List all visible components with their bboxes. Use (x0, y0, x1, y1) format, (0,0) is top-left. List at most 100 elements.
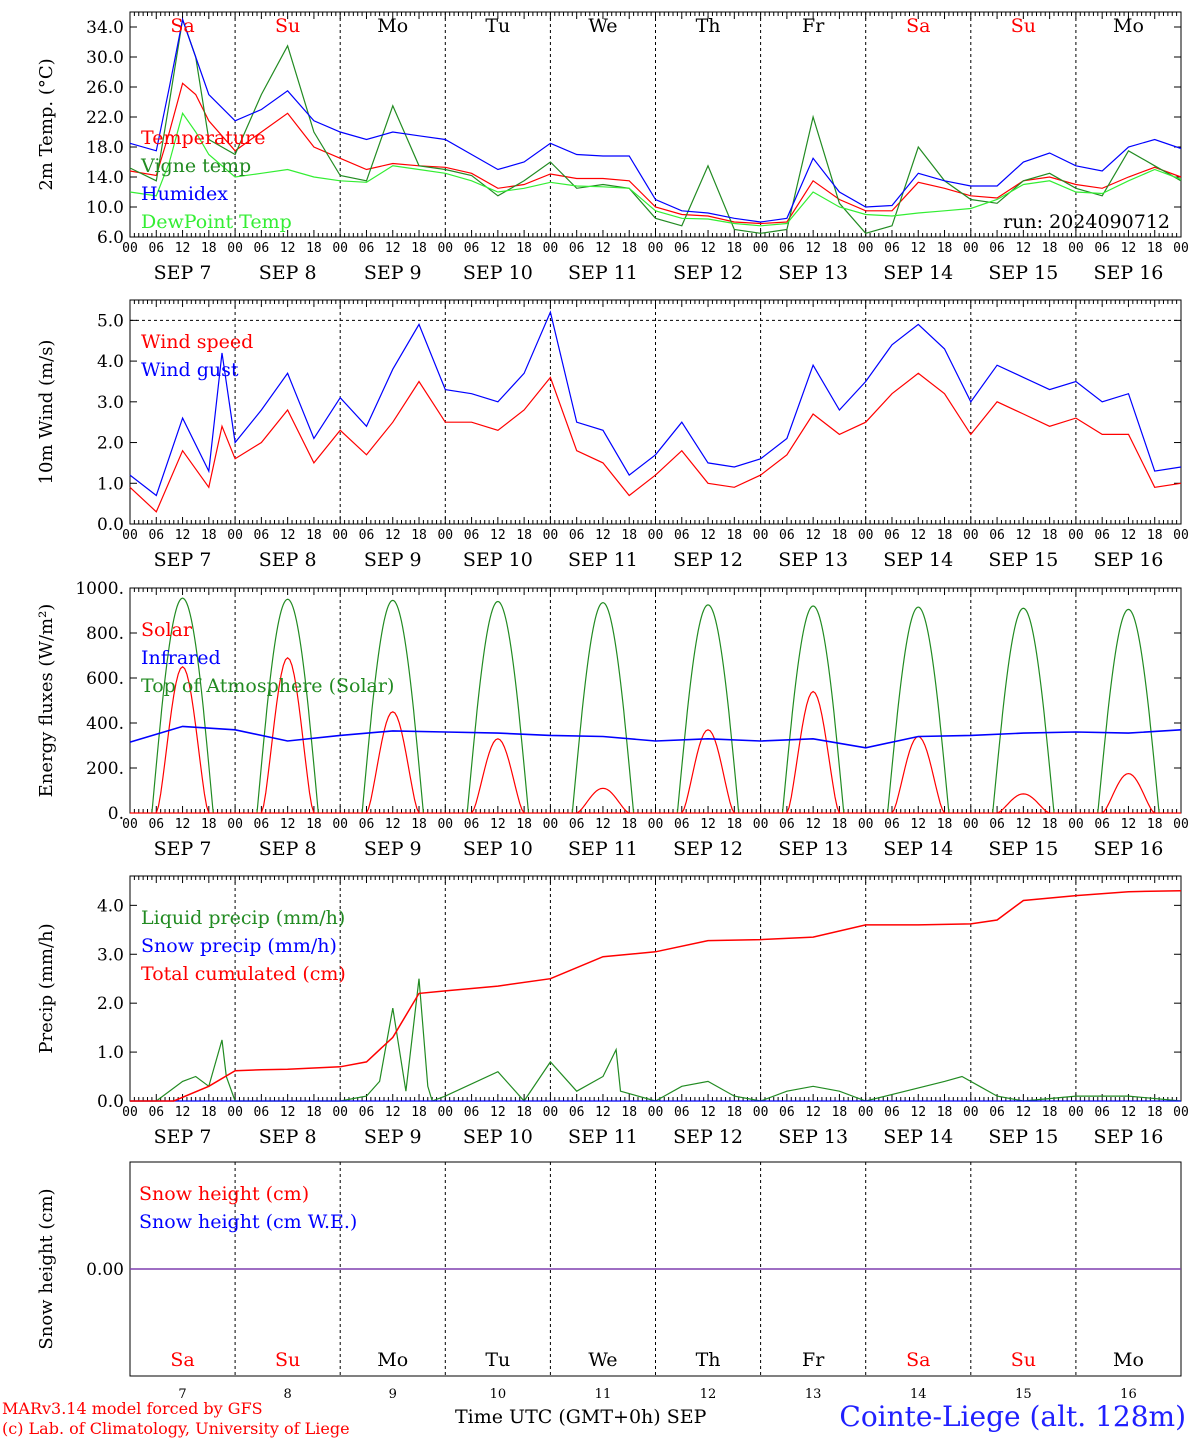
hour-tick-label: 12 (490, 528, 506, 543)
hour-tick-label: 06 (148, 1105, 164, 1120)
hour-tick-label: 12 (595, 1105, 611, 1120)
hour-tick-label: 12 (910, 528, 926, 543)
hour-tick-label: 18 (621, 1105, 637, 1120)
series-line (129, 82, 1182, 225)
y-tick-label: 14.0 (86, 168, 124, 188)
date-label: SEP 16 (1094, 262, 1164, 284)
day-number-label: 11 (595, 1387, 612, 1402)
hour-tick-label: 18 (201, 817, 217, 832)
hour-tick-label: 18 (937, 1105, 953, 1120)
hour-tick-label: 00 (858, 241, 874, 256)
legend-entry: Wind gust (141, 359, 239, 381)
hour-tick-label: 06 (569, 1105, 585, 1120)
hour-tick-label: 12 (385, 817, 401, 832)
hour-tick-label: 00 (963, 1105, 979, 1120)
y-tick-label: 5.0 (97, 311, 124, 331)
hour-tick-label: 06 (254, 817, 270, 832)
liquid-precip-line (130, 978, 1182, 1102)
hour-tick-label: 00 (858, 1105, 874, 1120)
date-label: SEP 13 (778, 1126, 848, 1148)
hour-tick-label: 18 (832, 528, 848, 543)
date-label: SEP 15 (988, 262, 1058, 284)
hour-tick-label: 12 (280, 817, 296, 832)
legend-entry: Snow height (cm) (139, 1183, 309, 1205)
date-label: SEP 14 (883, 1126, 953, 1148)
y-tick-label: 1.0 (97, 1043, 124, 1063)
hour-tick-label: 06 (884, 1105, 900, 1120)
legend-entry: DewPoint Temp (141, 211, 292, 233)
solar-curve (576, 787, 630, 814)
hour-tick-label: 06 (989, 1105, 1005, 1120)
hour-tick-label: 06 (148, 241, 164, 256)
hour-tick-label: 12 (595, 817, 611, 832)
legend-entry: Vigne temp (140, 155, 251, 177)
date-label: SEP 11 (568, 262, 638, 284)
y-axis-title-2: 10m Wind (m/s) (36, 340, 57, 485)
date-label: SEP 8 (259, 838, 317, 860)
date-label: SEP 8 (259, 1126, 317, 1148)
weekday-label: Su (1011, 15, 1036, 37)
hour-tick-label: 18 (306, 1105, 322, 1120)
hour-tick-label: 12 (175, 817, 191, 832)
date-label: SEP 10 (463, 262, 533, 284)
hour-tick-label: 00 (437, 528, 453, 543)
infrared-line (129, 725, 1182, 749)
hour-tick-label: 00 (753, 817, 769, 832)
hour-tick-label: 12 (385, 241, 401, 256)
solar-curve (365, 711, 420, 814)
hour-tick-label: 18 (516, 241, 532, 256)
hour-tick-label: 00 (437, 1105, 453, 1120)
hour-tick-label: 06 (989, 241, 1005, 256)
hour-tick-label: 12 (700, 1105, 716, 1120)
hour-tick-label: 12 (700, 817, 716, 832)
hour-tick-label: 12 (805, 528, 821, 543)
hour-tick-label: 18 (621, 528, 637, 543)
toa-solar-curve (256, 598, 319, 814)
hour-tick-label: 06 (254, 241, 270, 256)
date-label: SEP 9 (364, 549, 422, 571)
hour-tick-label: 00 (648, 1105, 664, 1120)
y-tick-label: 22.0 (86, 108, 124, 128)
date-label: SEP 14 (883, 262, 953, 284)
hour-tick-label: 00 (437, 817, 453, 832)
legend-entry: Humidex (141, 183, 228, 205)
y-tick-label: 30.0 (86, 48, 124, 68)
hour-tick-label: 12 (595, 241, 611, 256)
hour-tick-label: 00 (963, 528, 979, 543)
hour-tick-label: 18 (726, 1105, 742, 1120)
solar-curve (996, 793, 1050, 814)
hour-tick-label: 18 (937, 528, 953, 543)
hour-tick-label: 00 (858, 528, 874, 543)
hour-tick-label: 18 (1147, 241, 1163, 256)
hour-tick-label: 00 (753, 241, 769, 256)
date-label: SEP 12 (673, 1126, 743, 1148)
hour-tick-label: 12 (595, 528, 611, 543)
hour-tick-label: 12 (490, 241, 506, 256)
solar-curve (681, 729, 735, 814)
hour-tick-label: 18 (1147, 528, 1163, 543)
hour-tick-label: 12 (490, 817, 506, 832)
date-label: SEP 14 (883, 549, 953, 571)
hour-tick-label: 18 (1042, 817, 1058, 832)
weekday-label: Th (696, 15, 721, 37)
day-number-label: 7 (178, 1387, 186, 1402)
hour-tick-label: 18 (306, 241, 322, 256)
date-label: SEP 16 (1094, 838, 1164, 860)
plot-frame-2 (129, 299, 1182, 525)
hour-tick-label: 18 (621, 817, 637, 832)
legend-entry: Snow height (cm W.E.) (139, 1211, 357, 1233)
hour-tick-label: 00 (543, 1105, 559, 1120)
y-tick-label: 26.0 (86, 78, 124, 98)
solar-curve (891, 735, 946, 814)
hour-tick-label: 18 (411, 1105, 427, 1120)
hour-tick-label: 06 (148, 817, 164, 832)
hour-tick-label: 06 (464, 817, 480, 832)
hour-tick-label: 06 (254, 1105, 270, 1120)
hour-tick-label: 00 (753, 528, 769, 543)
plot-frame-3 (129, 587, 1182, 814)
day-number-label: 10 (490, 1387, 507, 1402)
hour-tick-label: 18 (516, 1105, 532, 1120)
hour-tick-label: 18 (1147, 1105, 1163, 1120)
hour-tick-label: 12 (280, 528, 296, 543)
toa-solar-curve (571, 601, 635, 814)
